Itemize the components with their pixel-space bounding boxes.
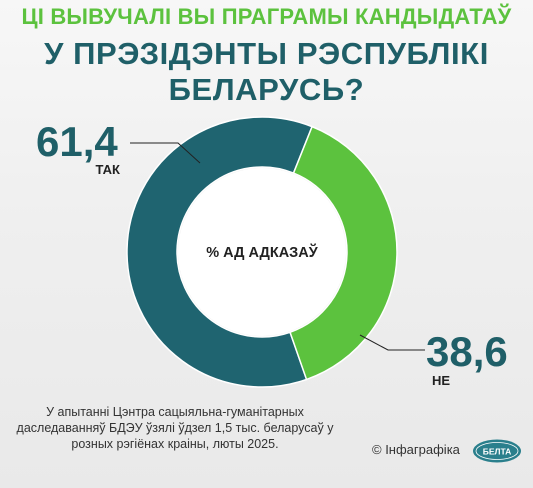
- survey-footnote: У апытанні Цэнтра сацыяльна-гуманітарных…: [16, 405, 334, 451]
- belta-logo: БЕЛТА: [473, 439, 521, 463]
- infographic-credit: © Інфаграфіка: [372, 442, 460, 457]
- title-line-1: ЦІ ВЫВУЧАЛІ ВЫ ПРАГРАМЫ КАНДЫДАТАЎ: [21, 4, 512, 29]
- value-label-yes: 61,4: [36, 118, 118, 165]
- title-line-3: БЕЛАРУСЬ?: [168, 72, 365, 107]
- donut-slice-yes: [126, 116, 314, 388]
- donut-hole: [178, 168, 346, 336]
- leader-line-yes: [130, 142, 201, 164]
- category-label-yes: ТАК: [96, 162, 121, 177]
- donut-center-label: % АД АДКАЗАЎ: [206, 243, 319, 261]
- value-label-no: 38,6: [426, 328, 508, 375]
- category-label-no: НЕ: [432, 373, 450, 388]
- leader-line-no: [359, 334, 425, 351]
- title-line-2: У ПРЭЗІДЭНТЫ РЭСПУБЛІКІ: [44, 36, 489, 71]
- belta-logo-text: БЕЛТА: [483, 447, 512, 457]
- donut-slice-no: [289, 125, 398, 381]
